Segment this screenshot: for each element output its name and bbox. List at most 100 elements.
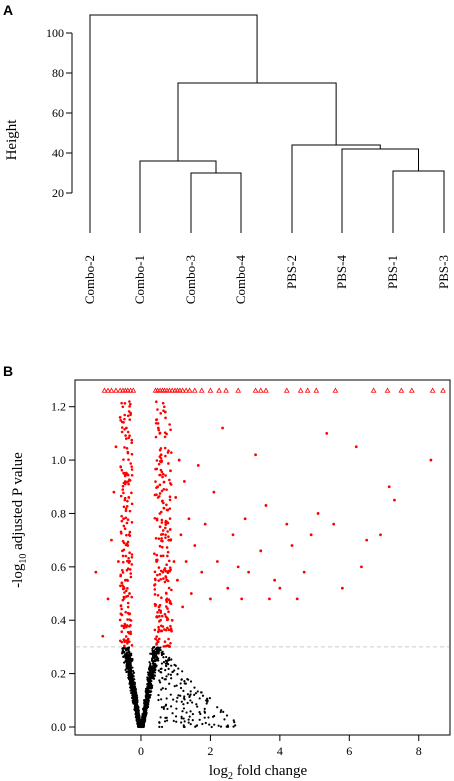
data-point-significant bbox=[182, 480, 186, 483]
data-point-nonsignificant bbox=[198, 710, 201, 714]
data-point-nonsignificant bbox=[217, 724, 220, 727]
data-point-significant bbox=[155, 553, 159, 557]
data-point-nonsignificant bbox=[174, 664, 177, 667]
data-point-nonsignificant bbox=[182, 725, 185, 729]
data-point-significant bbox=[128, 551, 131, 554]
data-point-nonsignificant bbox=[185, 711, 188, 714]
data-point-significant bbox=[160, 629, 164, 633]
data-point-nonsignificant bbox=[162, 707, 165, 710]
data-point-nonsignificant bbox=[165, 697, 168, 700]
capped-point bbox=[108, 387, 115, 393]
data-point-nonsignificant bbox=[153, 653, 156, 656]
capped-point bbox=[370, 387, 377, 393]
data-point-nonsignificant bbox=[151, 662, 154, 665]
data-point-nonsignificant bbox=[159, 648, 162, 652]
y-label-subscript: 10 bbox=[18, 554, 29, 564]
x-label-log: log bbox=[209, 763, 229, 779]
data-point-significant bbox=[129, 462, 133, 465]
data-point-nonsignificant bbox=[135, 707, 138, 710]
capped-point bbox=[223, 387, 229, 393]
data-point-nonsignificant bbox=[133, 697, 136, 700]
data-point-significant bbox=[122, 517, 126, 521]
data-point-significant bbox=[125, 505, 129, 508]
data-point-significant bbox=[125, 568, 129, 572]
data-point-significant bbox=[160, 614, 164, 618]
data-point-nonsignificant bbox=[142, 711, 145, 714]
data-point-nonsignificant bbox=[144, 696, 148, 699]
data-point-nonsignificant bbox=[124, 660, 127, 663]
data-point-significant bbox=[167, 586, 171, 590]
data-point-significant bbox=[120, 581, 124, 585]
data-point-nonsignificant bbox=[133, 678, 136, 681]
y-tick-label: 0.0 bbox=[51, 720, 66, 734]
data-point-significant bbox=[167, 535, 170, 538]
data-point-significant bbox=[130, 465, 134, 468]
data-point-nonsignificant bbox=[203, 716, 206, 719]
data-point-significant bbox=[128, 592, 131, 595]
data-point-significant bbox=[129, 572, 133, 575]
data-point-nonsignificant bbox=[156, 649, 160, 652]
data-point-significant bbox=[164, 474, 167, 477]
data-point-significant bbox=[159, 624, 163, 628]
data-point-nonsignificant bbox=[189, 710, 192, 713]
data-point-nonsignificant bbox=[232, 725, 235, 728]
data-point-nonsignificant bbox=[153, 663, 156, 667]
data-point-nonsignificant bbox=[233, 721, 236, 724]
capped-point bbox=[105, 387, 111, 393]
data-point-significant bbox=[170, 588, 173, 592]
data-point-significant bbox=[121, 488, 125, 491]
data-point-nonsignificant bbox=[180, 721, 183, 724]
data-point-significant bbox=[155, 418, 158, 422]
dendrogram-link bbox=[139, 160, 217, 233]
data-point-nonsignificant bbox=[175, 720, 178, 723]
data-point-significant bbox=[123, 417, 126, 421]
data-point-significant bbox=[161, 545, 164, 549]
data-point-significant bbox=[193, 544, 197, 547]
leaf-label: Combo-2 bbox=[82, 255, 97, 304]
capped-point bbox=[332, 387, 339, 393]
data-point-nonsignificant bbox=[167, 667, 170, 670]
data-point-significant bbox=[161, 475, 164, 479]
data-point-nonsignificant bbox=[159, 716, 162, 719]
data-point-significant bbox=[155, 459, 159, 462]
data-point-significant bbox=[164, 454, 167, 458]
data-point-significant bbox=[379, 533, 382, 537]
data-point-significant bbox=[168, 507, 172, 510]
data-point-significant bbox=[122, 626, 126, 630]
data-point-significant bbox=[120, 613, 124, 617]
data-point-nonsignificant bbox=[179, 682, 182, 685]
data-point-nonsignificant bbox=[161, 687, 164, 690]
data-point-significant bbox=[155, 560, 158, 563]
data-point-nonsignificant bbox=[226, 725, 230, 728]
data-point-nonsignificant bbox=[179, 694, 182, 697]
data-point-significant bbox=[170, 618, 174, 622]
y-tick-label: 80 bbox=[52, 66, 64, 80]
data-point-significant bbox=[156, 485, 160, 489]
data-point-nonsignificant bbox=[127, 647, 130, 651]
data-point-nonsignificant bbox=[208, 723, 211, 726]
data-point-significant bbox=[94, 570, 98, 574]
data-point-nonsignificant bbox=[149, 670, 152, 673]
data-point-nonsignificant bbox=[146, 687, 149, 690]
capped-point bbox=[169, 387, 176, 393]
data-point-significant bbox=[157, 637, 161, 641]
data-point-significant bbox=[159, 447, 163, 450]
data-point-significant bbox=[165, 432, 168, 436]
data-point-nonsignificant bbox=[137, 724, 140, 727]
data-point-significant bbox=[215, 560, 219, 563]
data-point-significant bbox=[130, 502, 134, 506]
data-point-nonsignificant bbox=[205, 702, 208, 705]
data-point-nonsignificant bbox=[121, 652, 124, 655]
data-point-nonsignificant bbox=[131, 676, 134, 680]
data-point-significant bbox=[209, 597, 212, 601]
data-point-nonsignificant bbox=[144, 702, 147, 705]
data-point-significant bbox=[128, 479, 132, 482]
data-point-significant bbox=[360, 565, 363, 569]
data-point-nonsignificant bbox=[125, 651, 129, 654]
data-point-nonsignificant bbox=[158, 725, 161, 728]
data-point-nonsignificant bbox=[146, 685, 149, 688]
data-point-significant bbox=[165, 546, 169, 549]
data-point-significant bbox=[110, 538, 113, 542]
data-point-significant bbox=[120, 519, 124, 523]
